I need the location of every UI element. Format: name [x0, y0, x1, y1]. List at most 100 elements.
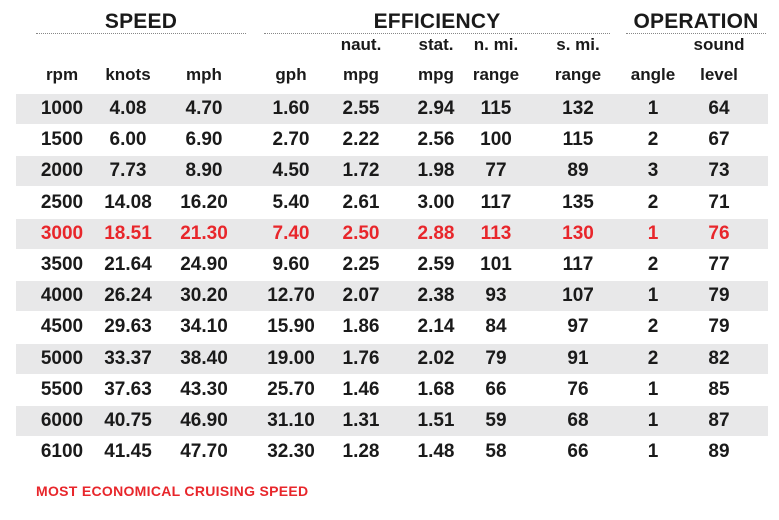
cell-knots: 18.51	[104, 222, 152, 244]
cell-naut-mpg: 1.76	[342, 347, 380, 369]
group-rule-operation	[626, 33, 766, 34]
cell-rpm: 2500	[40, 191, 84, 213]
cell-gph: 31.10	[267, 410, 315, 431]
table-row: 3000 18.51 21.30 7.40 2.50 2.88 113 130 1 76	[16, 218, 768, 249]
cell-sound-level: 67	[708, 129, 730, 151]
cell-angle: 3	[647, 160, 659, 182]
cell-angle: 1	[647, 441, 659, 463]
cell-naut-mpg: 2.25	[342, 254, 380, 275]
cell-angle: 1	[647, 410, 659, 431]
cell-sound-level: 85	[708, 378, 730, 400]
cell-smi-range: 97	[567, 316, 589, 338]
cell-knots: 26.24	[104, 285, 152, 307]
cell-smi-range: 115	[562, 129, 594, 151]
cell-mph: 6.90	[185, 129, 223, 151]
table-row: 4000 26.24 30.20 12.70 2.07 2.38 93 107 1 79	[16, 281, 768, 312]
cell-sound-level: 82	[708, 347, 730, 369]
table-row: 5000 33.37 38.40 19.00 1.76 2.02 79 91 2 82	[16, 343, 768, 374]
cell-stat-mpg: 2.88	[417, 222, 455, 244]
cell-knots: 29.63	[104, 316, 152, 338]
cell-nmi-range: 113	[480, 222, 512, 244]
cell-mph: 47.70	[180, 441, 228, 463]
group-rule-speed	[36, 33, 246, 34]
footnote: MOST ECONOMICAL CRUISING SPEED	[36, 483, 309, 499]
cell-angle: 2	[647, 254, 659, 275]
column-header-smi-range: range	[554, 65, 602, 84]
cell-naut-mpg: 2.61	[342, 191, 380, 213]
cell-gph: 5.40	[272, 191, 310, 213]
table-row: 4500 29.63 34.10 15.90 1.86 2.14 84 97 2 79	[16, 312, 768, 342]
cell-sound-level: 76	[708, 222, 730, 244]
cell-mph: 16.20	[180, 191, 228, 213]
cell-stat-mpg: 2.59	[417, 254, 455, 275]
column-header-nmi-range: range	[472, 65, 520, 84]
cell-mph: 24.90	[180, 254, 228, 275]
cell-gph: 32.30	[267, 441, 315, 463]
cell-rpm: 4500	[40, 316, 84, 338]
cell-naut-mpg: 1.28	[342, 441, 380, 463]
cell-naut-mpg: 2.50	[342, 222, 380, 244]
cell-angle: 1	[647, 98, 659, 119]
cell-knots: 21.64	[104, 254, 152, 275]
cell-mph: 8.90	[185, 160, 223, 182]
cell-mph: 46.90	[180, 410, 228, 431]
column-header-naut-mpg: mpg	[343, 65, 379, 84]
cell-sound-level: 79	[708, 285, 730, 307]
cell-knots: 37.63	[104, 378, 152, 400]
column-header-rpm: rpm	[45, 65, 79, 84]
cell-naut-mpg: 1.72	[342, 160, 380, 182]
table-row: 1000 4.08 4.70 1.60 2.55 2.94 115 132 1 64	[16, 94, 768, 124]
cell-rpm: 5000	[40, 347, 84, 369]
cell-knots: 33.37	[104, 347, 152, 369]
cell-sound-level: 79	[708, 316, 730, 338]
cell-stat-mpg: 2.94	[417, 98, 455, 119]
cell-angle: 1	[647, 222, 659, 244]
cell-knots: 4.08	[109, 98, 147, 119]
cell-knots: 40.75	[104, 410, 152, 431]
cell-nmi-range: 79	[485, 347, 507, 369]
column-header-gph: gph	[275, 65, 307, 84]
column-header-knots: knots	[105, 65, 151, 84]
cell-stat-mpg: 2.38	[417, 285, 455, 307]
cell-gph: 15.90	[267, 316, 315, 338]
cell-stat-mpg: 1.98	[417, 160, 455, 182]
cell-nmi-range: 58	[485, 441, 507, 463]
cell-sound-level: 71	[708, 191, 730, 213]
cell-knots: 6.00	[109, 129, 147, 151]
column-header-stat-mpg: mpg	[418, 65, 454, 84]
cell-smi-range: 76	[567, 378, 589, 400]
cell-knots: 41.45	[104, 441, 152, 463]
cell-nmi-range: 84	[485, 316, 507, 338]
cell-smi-range: 89	[567, 160, 589, 182]
cell-stat-mpg: 1.48	[417, 441, 455, 463]
cell-mph: 30.20	[180, 285, 228, 307]
cell-gph: 7.40	[272, 222, 310, 244]
cell-nmi-range: 59	[485, 410, 507, 431]
cell-sound-level: 77	[708, 254, 730, 275]
group-rule-efficiency	[264, 33, 610, 34]
cell-naut-mpg: 1.46	[342, 378, 380, 400]
cell-sound-level: 64	[708, 98, 730, 119]
cell-smi-range: 68	[567, 410, 589, 431]
cell-angle: 2	[647, 191, 659, 213]
cell-rpm: 2000	[40, 160, 84, 182]
table-row: 3500 21.64 24.90 9.60 2.25 2.59 101 117 2 77	[16, 250, 768, 280]
cell-smi-range: 117	[562, 254, 594, 275]
cell-mph: 43.30	[180, 378, 228, 400]
cell-rpm: 3500	[40, 254, 84, 275]
cell-rpm: 6100	[40, 441, 84, 463]
column-header-mph: mph	[186, 65, 222, 84]
column-header-naut-mpg-top: naut.	[340, 35, 382, 54]
column-header-sound-level-top: sound	[693, 35, 745, 54]
cell-angle: 1	[647, 378, 659, 400]
cell-angle: 2	[647, 129, 659, 151]
column-header-nmi-range-top: n. mi.	[473, 35, 519, 54]
cell-stat-mpg: 3.00	[417, 191, 455, 213]
cell-gph: 12.70	[267, 285, 315, 307]
cell-nmi-range: 77	[485, 160, 507, 182]
cell-naut-mpg: 1.31	[342, 410, 380, 431]
cell-nmi-range: 100	[480, 129, 512, 151]
cell-smi-range: 135	[562, 191, 594, 213]
cell-sound-level: 89	[708, 441, 730, 463]
cell-rpm: 3000	[40, 222, 84, 244]
